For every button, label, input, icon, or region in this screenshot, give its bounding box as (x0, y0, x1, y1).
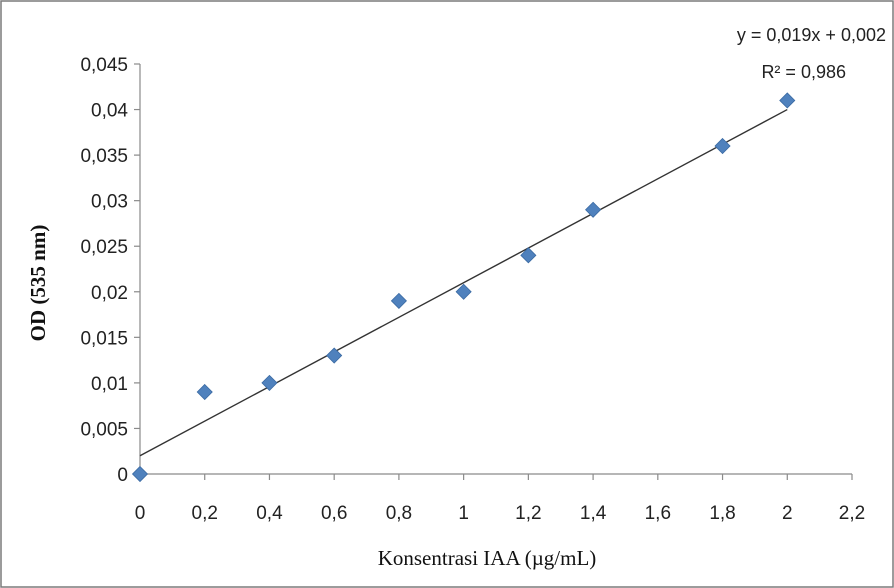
x-tick-label: 1,2 (515, 503, 541, 524)
trendline-group (139, 108, 788, 457)
x-tick-label: 0,8 (386, 503, 412, 524)
x-tick-label: 0 (135, 503, 146, 524)
x-tick-label: 2,2 (839, 503, 865, 524)
x-axis-title: Konsentrasi IAA (µg/mL) (378, 546, 597, 570)
x-tick-label: 0,6 (321, 503, 347, 524)
data-point (455, 283, 472, 300)
y-axis-title: OD (535 nm) (26, 225, 50, 342)
y-tick-label: 0,01 (91, 374, 128, 395)
data-point (585, 201, 602, 218)
y-tick-labels: 0 0,005 0,01 0,015 0,02 0,025 0,03 0,035 0,04 0,0… (80, 55, 128, 486)
data-point (390, 292, 407, 309)
y-tick-label: 0,03 (91, 192, 128, 213)
data-point (779, 92, 796, 109)
y-tick-label: 0,045 (80, 55, 128, 76)
data-point (261, 374, 278, 391)
x-tick-label: 0,4 (256, 503, 283, 524)
x-tick-label: 1,4 (580, 503, 607, 524)
x-tick-label: 0,2 (192, 503, 218, 524)
trendline-equation: y = 0,019x + 0,002 (737, 25, 886, 45)
data-point (520, 247, 537, 264)
y-tick-label: 0,02 (91, 283, 128, 304)
trendline (139, 108, 788, 457)
data-point (196, 383, 213, 401)
x-tick-label: 1,6 (645, 503, 671, 524)
trendline-r-squared: R² = 0,986 (761, 62, 846, 82)
y-tick-label: 0 (117, 465, 128, 486)
y-tick-label: 0,04 (91, 101, 128, 122)
x-tick-labels: 0 0,2 0,4 0,6 0,8 1 1,2 1,4 1,6 1,8 2 2,2 (135, 503, 866, 524)
data-point (131, 465, 149, 483)
y-tick-label: 0,005 (80, 419, 128, 440)
y-tick-label: 0,015 (80, 328, 128, 349)
y-tick-label: 0,035 (80, 146, 128, 167)
x-tick-label: 1,8 (709, 503, 735, 524)
y-tick-label: 0,025 (80, 237, 128, 258)
data-point (714, 137, 731, 155)
data-point (326, 347, 343, 364)
x-tick-label: 1 (458, 503, 469, 524)
x-tick-label: 2 (782, 503, 793, 524)
data-points (131, 92, 796, 483)
